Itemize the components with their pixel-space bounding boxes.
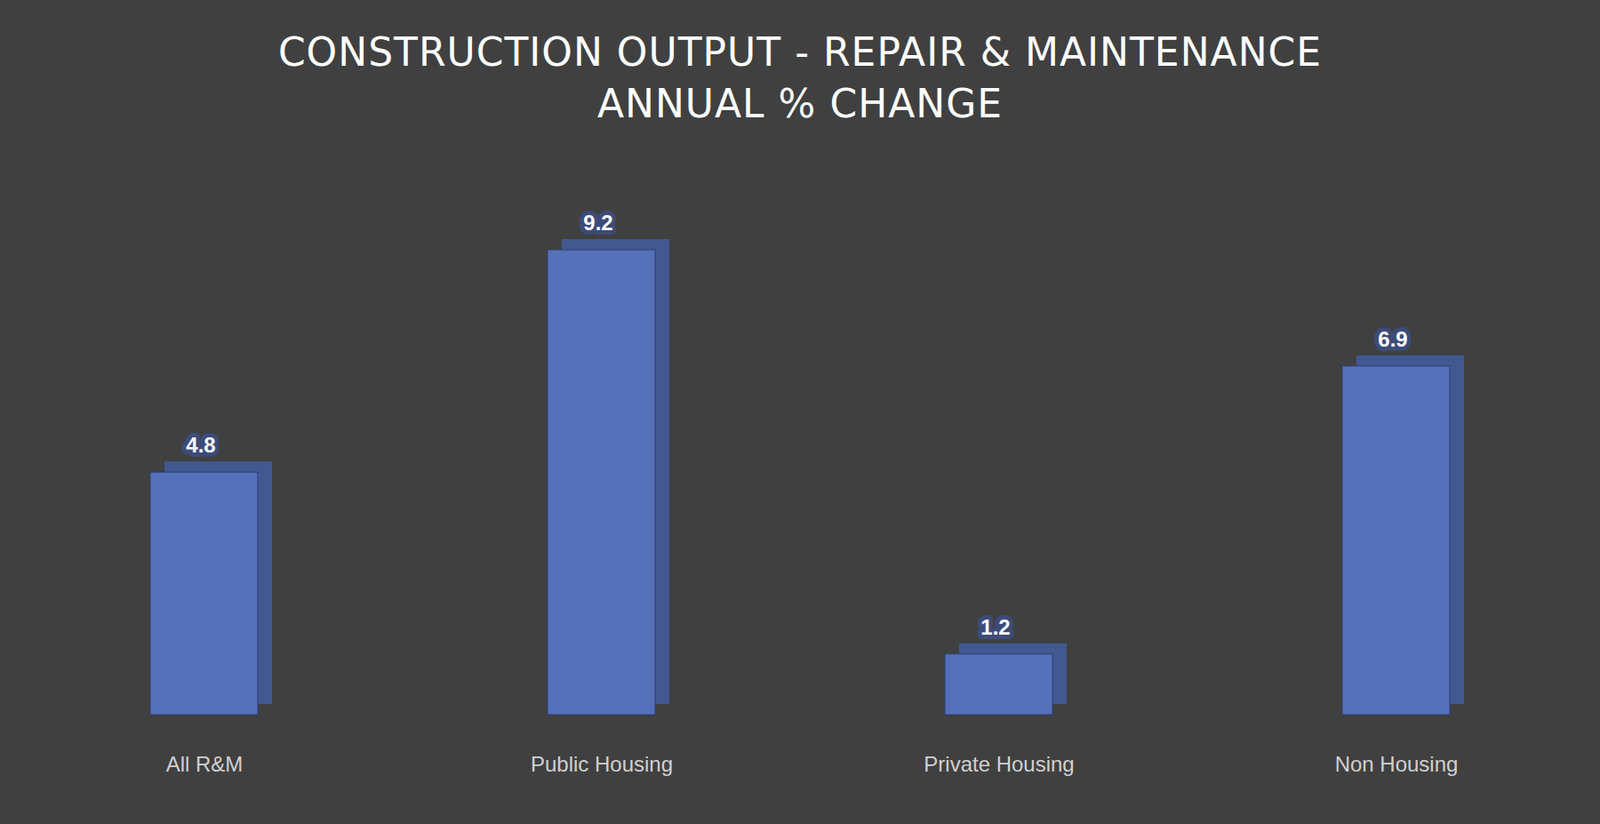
html-text:ANNUAL % CHANGE: ANNUAL % CHANGE [597, 80, 1003, 127]
svg-text:All R&M: All R&M [166, 752, 244, 776]
svg-text:6.9: 6.9 [1377, 327, 1408, 352]
html-text:CONSTRUCTION OUTPUT - REPAIR &: CONSTRUCTION OUTPUT - REPAIR & MAINTENAN… [278, 29, 1322, 75]
svg-text:Private Housing: Private Housing [923, 752, 1074, 776]
svg-text:Non Housing: Non Housing [1335, 752, 1459, 776]
svg-text:4.8: 4.8 [185, 432, 216, 457]
svg-text:1.2: 1.2 [980, 615, 1010, 640]
svg-text:Public Housing: Public Housing [530, 752, 673, 776]
svg-text:9.2: 9.2 [583, 210, 613, 235]
